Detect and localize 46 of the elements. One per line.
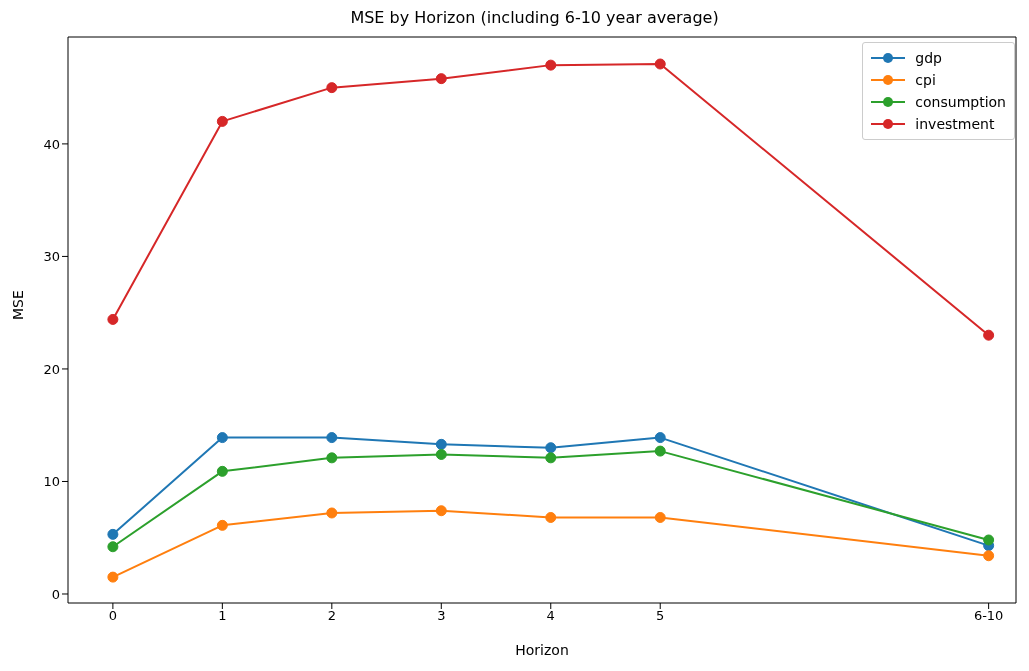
y-tick-label: 0	[51, 586, 60, 602]
point	[107, 571, 119, 583]
point	[983, 550, 995, 562]
y-axis-title: MSE	[9, 290, 26, 320]
legend-label: investment	[915, 116, 995, 132]
y-tick-label: 30	[43, 249, 60, 265]
point	[983, 534, 995, 546]
point	[326, 507, 338, 519]
point	[326, 432, 338, 444]
x-tick-label: 4	[546, 608, 555, 624]
x-tick-label: 5	[656, 608, 665, 624]
point	[654, 58, 666, 70]
x-tick-label: 0	[108, 608, 118, 624]
point	[545, 442, 557, 454]
point	[435, 505, 447, 517]
x-axis-title: Horizon	[515, 642, 569, 658]
point	[545, 59, 557, 71]
legend-label: gdp	[915, 50, 943, 66]
y-tick-label: 20	[43, 361, 60, 377]
point	[107, 541, 119, 553]
x-tick-label: 6-10	[973, 608, 1004, 624]
point	[654, 445, 666, 457]
point	[545, 511, 557, 523]
legend-label: consumption	[915, 94, 1006, 110]
point	[107, 528, 119, 540]
point	[216, 519, 228, 531]
point	[435, 448, 447, 460]
point	[435, 438, 447, 450]
point	[983, 329, 995, 341]
point	[107, 313, 119, 325]
point	[216, 115, 228, 127]
legend-label: cpi	[915, 72, 936, 88]
point	[435, 73, 447, 85]
point	[326, 452, 338, 464]
point	[545, 452, 557, 464]
y-tick-label: 40	[43, 136, 60, 152]
point	[326, 82, 338, 94]
x-tick-label: 2	[327, 608, 336, 624]
x-tick-label: 3	[437, 608, 446, 624]
point	[216, 465, 228, 477]
point	[654, 511, 666, 523]
y-tick-label: 10	[43, 474, 60, 490]
point	[654, 432, 666, 444]
point	[216, 432, 228, 444]
chart-title: MSE by Horizon (including 6-10 year average)	[349, 8, 720, 29]
x-tick-label: 1	[218, 608, 227, 624]
